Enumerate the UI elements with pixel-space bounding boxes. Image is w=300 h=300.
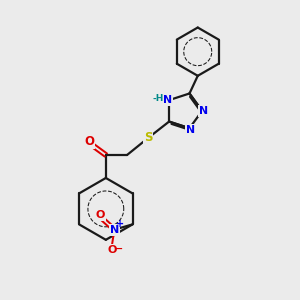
Text: N: N	[186, 125, 195, 135]
Text: −: −	[114, 244, 123, 254]
Text: N: N	[110, 225, 119, 235]
Text: O: O	[84, 135, 94, 148]
Text: -H: -H	[152, 94, 164, 103]
Text: N: N	[199, 106, 208, 116]
Text: S: S	[144, 131, 152, 144]
Text: N: N	[163, 95, 172, 105]
Text: O: O	[96, 210, 105, 220]
Text: +: +	[116, 219, 124, 229]
Text: O: O	[107, 245, 117, 255]
